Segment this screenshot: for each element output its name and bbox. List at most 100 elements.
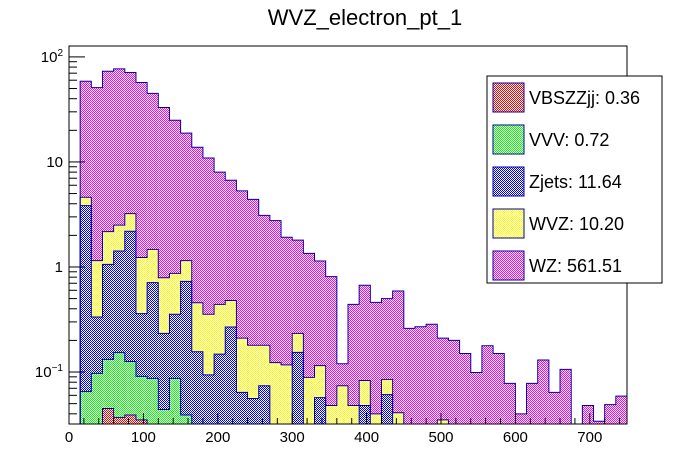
bar-wz-bin-8 <box>158 107 170 424</box>
legend-entry-vvv: VVV: 0.72 <box>492 124 609 155</box>
bar-vvv-bin-8 <box>158 409 170 424</box>
x-axis: 0 100 200 300 400 500 600 700 <box>65 413 621 446</box>
bar-wz-bin-11 <box>191 147 203 424</box>
bar-wz-bin-36 <box>470 372 482 424</box>
bar-wz-bin-20 <box>292 240 304 424</box>
bar-zjets-bin-28 <box>381 394 393 424</box>
bar-zjets-bin-12 <box>202 374 215 424</box>
bar-wz-bin-37 <box>481 345 494 424</box>
x-tick-label: 400 <box>354 429 379 446</box>
y-tick-label: 10−1 <box>35 363 64 381</box>
bar-vbszzjj-bin-3 <box>102 408 114 424</box>
bar-wz-bin-29 <box>392 291 404 424</box>
bar-wz-bin-19 <box>281 237 293 424</box>
x-tick-label: 300 <box>280 429 305 446</box>
bar-vvv-bin-3 <box>102 359 114 424</box>
bar-zjets-bin-3 <box>102 264 114 424</box>
bar-wvz-bin-17 <box>258 345 270 424</box>
y-tick-base: 10 <box>35 364 52 381</box>
x-tick-label: 100 <box>131 429 156 446</box>
y-tick-base: 1 <box>55 259 63 276</box>
bar-wvz-bin-25 <box>348 405 360 424</box>
legend-swatch <box>492 250 525 281</box>
bar-zjets-bin-15 <box>236 392 248 424</box>
bar-zjets-bin-4 <box>113 250 125 424</box>
bar-wz-bin-39 <box>504 383 516 424</box>
bar-zjets-bin-11 <box>191 351 203 424</box>
bar-wz-bin-46 <box>582 405 594 424</box>
bar-wz-bin-18 <box>269 220 282 424</box>
bar-zjets-bin-9 <box>169 314 181 424</box>
legend-swatch <box>492 166 525 197</box>
bar-zjets-bin-20 <box>292 352 304 424</box>
legend-entry-wvz: WVZ: 10.20 <box>492 208 624 239</box>
legend-label: Zjets: 11.64 <box>529 172 622 192</box>
bar-vvv-bin-7 <box>147 378 159 424</box>
legend-swatch <box>492 124 525 155</box>
bar-wz-bin-27 <box>370 302 382 424</box>
bar-wz-bin-43 <box>548 392 561 424</box>
histogram-bars <box>80 68 627 425</box>
y-tick-base: 10 <box>41 49 58 66</box>
bar-wz-bin-41 <box>526 383 538 424</box>
bar-zjets-bin-17 <box>258 385 270 424</box>
x-tick-label: 500 <box>428 429 453 446</box>
legend-label: WVZ: 10.20 <box>529 214 624 234</box>
bar-wvz-bin-26 <box>359 380 371 424</box>
chart-title: WVZ_electron_pt_1 <box>268 5 462 30</box>
y-tick-exponent: 2 <box>57 48 63 59</box>
y-tick-base: 10 <box>46 154 63 171</box>
legend-entry-wz: WZ: 561.51 <box>492 250 622 281</box>
legend-swatch <box>492 82 525 113</box>
x-tick-label: 0 <box>65 429 73 446</box>
legend-label: WZ: 561.51 <box>529 256 622 276</box>
bar-wz-bin-15 <box>236 190 248 424</box>
bar-zjets-bin-7 <box>147 282 159 424</box>
legend-label: VBSZZjj: 0.36 <box>529 88 640 108</box>
y-tick-label: 102 <box>41 48 64 66</box>
bar-wz-bin-33 <box>437 338 449 424</box>
x-tick-label: 200 <box>205 429 230 446</box>
legend-entry-zjets: Zjets: 11.64 <box>492 166 622 197</box>
bar-wvz-bin-21 <box>303 377 315 424</box>
bar-wz-bin-28 <box>381 298 393 424</box>
bar-wvz-bin-23 <box>325 405 337 424</box>
bar-vvv-bin-5 <box>124 361 136 424</box>
outline-wz <box>69 68 628 425</box>
bar-zjets-bin-1 <box>80 205 92 424</box>
bar-wz-bin-23 <box>325 276 337 424</box>
bar-wz-bin-48 <box>604 404 616 424</box>
bar-wvz-bin-15 <box>236 338 248 424</box>
bar-zjets-bin-26 <box>359 405 371 424</box>
bar-wz-bin-6 <box>135 82 148 425</box>
bar-wz-bin-26 <box>359 285 371 424</box>
x-tick-label: 600 <box>503 429 528 446</box>
bar-wz-bin-13 <box>214 172 226 424</box>
bar-vvv-bin-1 <box>80 391 92 424</box>
y-tick-exponent: −1 <box>52 363 64 374</box>
bar-wvz-bin-33 <box>437 419 449 424</box>
bar-wz-bin-12 <box>202 157 215 424</box>
bar-wz-bin-16 <box>247 199 259 424</box>
bar-wvz-bin-29 <box>392 412 404 424</box>
legend: VBSZZjj: 0.36 VVV: 0.72 Zjets: 11.64 WVZ: 1… <box>486 75 663 284</box>
bar-wvz-bin-19 <box>281 364 293 424</box>
y-tick-label: 10 <box>46 154 63 171</box>
bar-vvv-bin-10 <box>180 414 192 424</box>
bar-wz-bin-47 <box>593 421 605 424</box>
legend-entry-vbszzjj: VBSZZjj: 0.36 <box>492 82 640 113</box>
bar-wvz-bin-18 <box>269 362 282 424</box>
bar-zjets-bin-6 <box>135 313 148 424</box>
bar-zjets-bin-10 <box>180 281 192 424</box>
bar-zjets-bin-14 <box>225 327 237 424</box>
bar-vbszzjj-bin-4 <box>113 417 125 424</box>
bar-wvz-bin-27 <box>370 413 382 424</box>
bar-vvv-bin-9 <box>169 378 181 424</box>
bar-wz-bin-2 <box>91 87 103 424</box>
bar-zjets-bin-13 <box>214 354 226 424</box>
bar-zjets-bin-8 <box>158 333 170 424</box>
bar-wz-bin-35 <box>459 353 471 424</box>
bar-zjets-bin-2 <box>91 317 103 424</box>
